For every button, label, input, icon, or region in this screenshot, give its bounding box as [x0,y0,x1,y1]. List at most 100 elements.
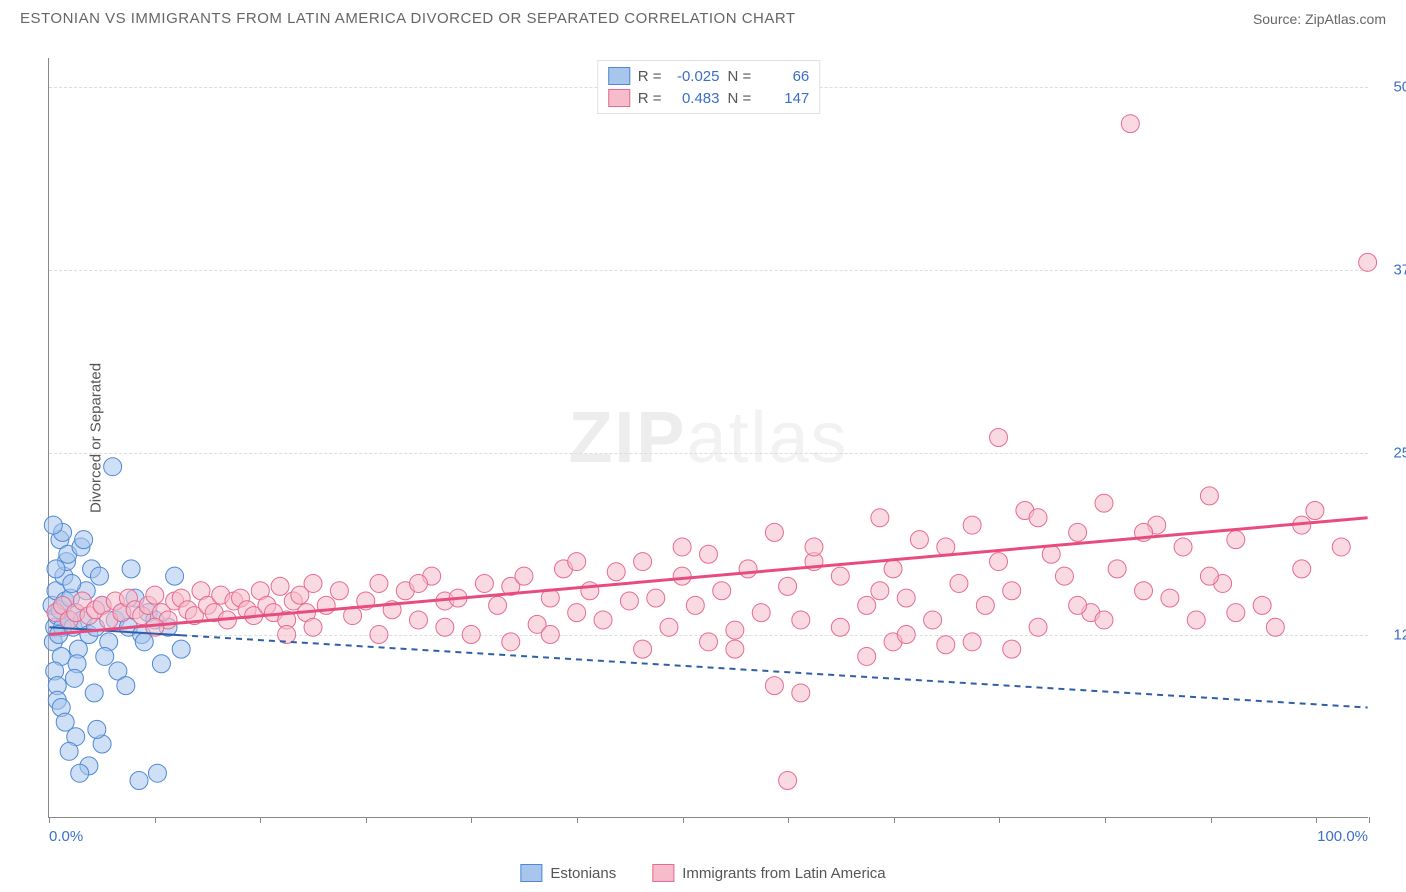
scatter-point-immigrants [779,772,797,790]
scatter-point-immigrants [858,596,876,614]
scatter-point-estonians [122,560,140,578]
stat-R-immigrants: 0.483 [670,90,720,107]
x-tick [49,817,50,823]
stat-R-estonians: -0.025 [670,68,720,85]
scatter-point-immigrants [1042,545,1060,563]
x-tick [1316,817,1317,823]
y-tick-label: 37.5% [1393,261,1406,278]
x-tick [577,817,578,823]
scatter-point-immigrants [1174,538,1192,556]
stats-row-immigrants: R = 0.483 N = 147 [608,87,810,109]
scatter-point-immigrants [1069,523,1087,541]
scatter-point-immigrants [1359,253,1377,271]
scatter-point-immigrants [752,604,770,622]
stat-N-label: N = [728,68,752,85]
scatter-point-immigrants [1306,501,1324,519]
scatter-point-immigrants [1121,115,1139,133]
scatter-point-estonians [47,560,65,578]
stat-R-label-2: R = [638,90,662,107]
plot-area: ZIPatlas R = -0.025 N = 66 R = 0.483 N =… [48,58,1368,818]
scatter-point-immigrants [304,574,322,592]
scatter-point-immigrants [594,611,612,629]
scatter-point-immigrants [1095,494,1113,512]
scatter-point-immigrants [1029,509,1047,527]
scatter-point-immigrants [673,538,691,556]
scatter-point-immigrants [990,429,1008,447]
source-attribution: Source: ZipAtlas.com [1253,11,1386,27]
legend-label-immigrants: Immigrants from Latin America [682,865,885,882]
scatter-point-immigrants [370,626,388,644]
scatter-point-estonians [75,531,93,549]
legend-swatch-estonians [520,864,542,882]
scatter-point-immigrants [409,611,427,629]
plot-svg [49,58,1368,817]
scatter-point-immigrants [1200,487,1218,505]
trend-line-dashed-estonians [181,635,1367,707]
x-tick [788,817,789,823]
scatter-point-immigrants [607,563,625,581]
scatter-point-estonians [117,677,135,695]
scatter-point-immigrants [963,633,981,651]
stats-legend: R = -0.025 N = 66 R = 0.483 N = 147 [597,60,821,114]
scatter-point-estonians [44,516,62,534]
x-tick [1105,817,1106,823]
legend-item-immigrants: Immigrants from Latin America [652,864,885,882]
scatter-point-estonians [71,764,89,782]
scatter-point-immigrants [1055,567,1073,585]
swatch-immigrants [608,89,630,107]
scatter-point-immigrants [1253,596,1271,614]
scatter-point-immigrants [1108,560,1126,578]
scatter-point-immigrants [271,577,289,595]
scatter-point-estonians [166,567,184,585]
x-tick [894,817,895,823]
scatter-point-immigrants [1095,611,1113,629]
scatter-point-immigrants [1003,582,1021,600]
scatter-point-immigrants [871,509,889,527]
scatter-point-immigrants [1161,589,1179,607]
stat-N-label-2: N = [728,90,752,107]
scatter-point-estonians [63,574,81,592]
scatter-point-estonians [152,655,170,673]
scatter-point-estonians [65,669,83,687]
scatter-point-estonians [60,742,78,760]
scatter-point-immigrants [792,684,810,702]
scatter-point-immigrants [884,560,902,578]
scatter-point-immigrants [858,647,876,665]
scatter-point-immigrants [568,553,586,571]
scatter-point-immigrants [713,582,731,600]
scatter-point-immigrants [489,596,507,614]
scatter-point-immigrants [502,633,520,651]
scatter-point-immigrants [831,618,849,636]
x-tick [260,817,261,823]
legend-item-estonians: Estonians [520,864,616,882]
scatter-point-estonians [172,640,190,658]
scatter-point-immigrants [1227,604,1245,622]
scatter-point-immigrants [726,640,744,658]
scatter-point-immigrants [673,567,691,585]
scatter-point-immigrants [739,560,757,578]
scatter-point-immigrants [963,516,981,534]
stat-N-estonians: 66 [759,68,809,85]
scatter-point-immigrants [647,589,665,607]
x-tick [1211,817,1212,823]
x-tick [471,817,472,823]
y-axis-label: Divorced or Separated [88,362,105,512]
scatter-point-immigrants [409,574,427,592]
scatter-point-immigrants [897,589,915,607]
scatter-point-immigrants [805,538,823,556]
y-tick-label: 50.0% [1393,79,1406,96]
x-tick [683,817,684,823]
source-name: ZipAtlas.com [1305,11,1386,27]
scatter-point-estonians [90,567,108,585]
source-prefix: Source: [1253,11,1305,27]
scatter-point-immigrants [779,577,797,595]
scatter-point-immigrants [726,621,744,639]
scatter-point-immigrants [581,582,599,600]
scatter-point-immigrants [330,582,348,600]
stat-R-label: R = [638,68,662,85]
scatter-point-immigrants [304,618,322,636]
x-tick-label-min: 0.0% [49,828,83,845]
scatter-point-immigrants [1003,640,1021,658]
scatter-point-immigrants [436,618,454,636]
trend-line-immigrants [49,518,1367,635]
